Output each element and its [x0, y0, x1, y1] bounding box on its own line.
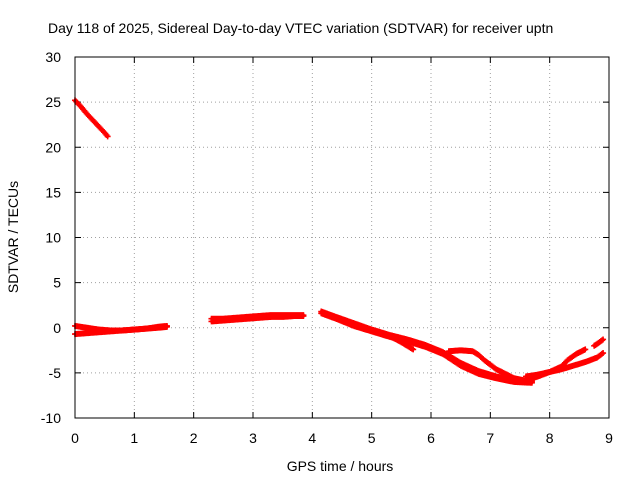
data-point	[565, 358, 569, 362]
data-markers	[72, 97, 607, 386]
data-point	[524, 378, 528, 382]
data-point	[494, 376, 498, 380]
series-track-a	[72, 97, 111, 140]
y-tick-label: 25	[45, 94, 61, 110]
series-track-e	[208, 312, 307, 322]
x-tick-label: 1	[130, 430, 138, 446]
data-point	[447, 349, 451, 353]
data-point	[583, 347, 587, 351]
data-point	[405, 339, 409, 343]
data-point	[103, 131, 107, 135]
data-point	[106, 134, 110, 138]
series-track-k	[522, 346, 589, 384]
data-point	[257, 314, 261, 318]
x-tick-label: 7	[486, 430, 494, 446]
data-point	[476, 372, 480, 376]
data-point	[109, 328, 113, 332]
data-point	[595, 356, 599, 360]
y-tick-label: 0	[53, 320, 61, 336]
y-tick-label: 10	[45, 230, 61, 246]
data-point	[85, 112, 89, 116]
data-point	[376, 329, 380, 333]
data-point	[548, 370, 552, 374]
data-point	[91, 118, 95, 122]
series-track-c	[72, 322, 170, 334]
data-point	[459, 364, 463, 368]
data-point	[132, 328, 136, 332]
data-point	[583, 360, 587, 364]
data-point	[293, 313, 297, 317]
y-tick-label: 15	[45, 184, 61, 200]
x-tick-label: 2	[190, 430, 198, 446]
data-point	[301, 313, 305, 317]
y-tick-label: 30	[45, 49, 61, 65]
data-point	[441, 352, 445, 356]
x-tick-label: 9	[605, 430, 613, 446]
data-point	[387, 334, 391, 338]
x-tick-label: 0	[71, 430, 79, 446]
x-axis-label: GPS time / hours	[287, 458, 394, 474]
data-point	[209, 317, 213, 321]
y-axis-label: SDTVAR / TECUs	[5, 181, 21, 293]
data-point	[596, 341, 600, 345]
data-point	[156, 325, 160, 329]
data-point	[233, 316, 237, 320]
data-point	[536, 374, 540, 378]
plot-frame	[74, 56, 610, 419]
data-point	[245, 315, 249, 319]
data-point	[319, 311, 323, 315]
data-point	[85, 326, 89, 330]
data-point	[411, 347, 415, 351]
chart-title: Day 118 of 2025, Sidereal Day-to-day VTE…	[48, 20, 553, 36]
data-point	[482, 358, 486, 362]
data-point	[269, 313, 273, 317]
data-point	[334, 317, 338, 321]
data-point	[352, 324, 356, 328]
x-tick-label: 5	[368, 430, 376, 446]
data-point	[97, 124, 101, 128]
y-tick-label: -10	[41, 410, 61, 426]
axis-ticks: 0 1 2 3 4 5 6 7 8 9 -10 -5 0 5 10 15 20 25 30	[41, 49, 613, 446]
data-point	[370, 329, 374, 333]
data-point	[476, 353, 480, 357]
grid	[75, 57, 609, 418]
y-tick-label: 20	[45, 139, 61, 155]
data-point	[120, 328, 124, 332]
data-point	[281, 313, 285, 317]
data-point	[144, 327, 148, 331]
y-tick-label: -5	[49, 365, 62, 381]
x-tick-label: 4	[308, 430, 316, 446]
x-tick-label: 6	[427, 430, 435, 446]
y-tick-label: 5	[53, 275, 61, 291]
data-point	[471, 349, 475, 353]
x-tick-label: 8	[546, 430, 554, 446]
data-point	[97, 328, 101, 332]
data-point	[85, 331, 89, 335]
data-point	[79, 105, 83, 109]
data-point	[165, 324, 169, 328]
data-point	[601, 337, 605, 341]
data-point	[459, 348, 463, 352]
data-point	[560, 365, 564, 369]
data-point	[592, 344, 596, 348]
series-track-l	[591, 336, 607, 349]
data-point	[574, 352, 578, 356]
data-point	[399, 340, 403, 344]
data-point	[494, 367, 498, 371]
data-point	[601, 351, 605, 355]
data-point	[571, 364, 575, 368]
data-point	[221, 317, 225, 321]
series-track-h	[374, 328, 417, 353]
x-tick-label: 3	[249, 430, 257, 446]
data-point	[512, 376, 516, 380]
data-point	[423, 345, 427, 349]
